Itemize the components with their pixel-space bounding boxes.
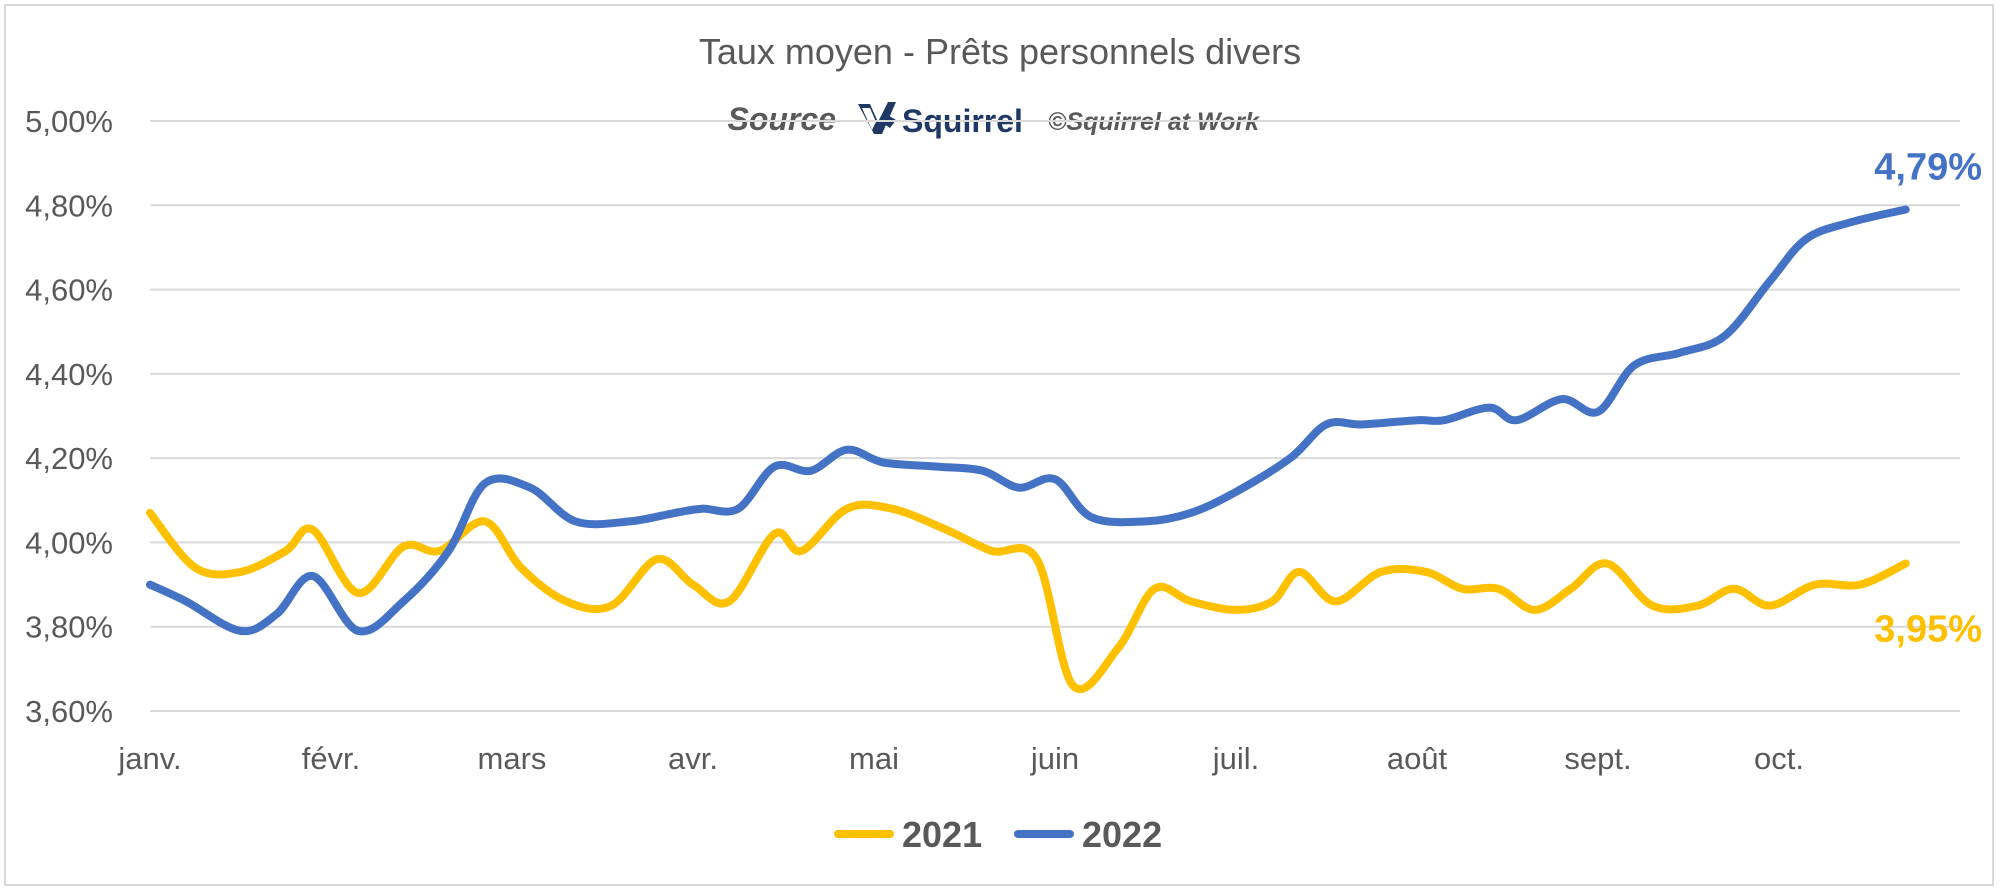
series-line-2021 xyxy=(146,500,1910,693)
x-tick-label: mai xyxy=(849,741,899,776)
legend-label-2022: 2022 xyxy=(1082,814,1162,855)
series-line-2022 xyxy=(146,205,1910,636)
y-tick-label: 4,40% xyxy=(25,357,113,392)
y-tick-label: 4,60% xyxy=(25,273,113,308)
x-tick-label: août xyxy=(1387,741,1448,776)
x-tick-label: avr. xyxy=(668,741,718,776)
y-axis-ticks: 3,60% 3,80% 4,00% 4,20% 4,40% 4,60% 4,80% 5,00% xyxy=(25,104,113,729)
end-labels: 3,95% 4,79% xyxy=(1874,147,1982,651)
x-tick-label: juin xyxy=(1030,741,1079,776)
x-tick-label: janv. xyxy=(117,741,181,776)
source-label: Source xyxy=(728,101,836,137)
legend-label-2021: 2021 xyxy=(902,814,982,855)
x-tick-label: févr. xyxy=(302,741,361,776)
y-tick-label: 3,80% xyxy=(25,610,113,645)
y-tick-label: 4,00% xyxy=(25,525,113,560)
y-tick-label: 5,00% xyxy=(25,104,113,139)
y-tick-label: 4,80% xyxy=(25,188,113,223)
x-tick-label: sept. xyxy=(1564,741,1631,776)
chart-title: Taux moyen - Prêts personnels divers xyxy=(699,31,1301,72)
chart-frame xyxy=(4,4,1994,886)
y-tick-label: 3,60% xyxy=(25,694,113,729)
squirrel-logo-icon xyxy=(858,102,896,134)
y-tick-label: 4,20% xyxy=(25,441,113,476)
x-tick-label: mars xyxy=(478,741,547,776)
x-axis-ticks: janv. févr. mars avr. mai juin juil. août sept. o… xyxy=(117,741,1804,776)
x-tick-label: juil. xyxy=(1212,741,1260,776)
legend: 2021 2022 xyxy=(834,814,1162,855)
end-label-2021: 3,95% xyxy=(1874,609,1982,651)
end-label-2022: 4,79% xyxy=(1874,147,1982,189)
x-tick-label: oct. xyxy=(1754,741,1804,776)
series-lines xyxy=(146,205,1910,693)
